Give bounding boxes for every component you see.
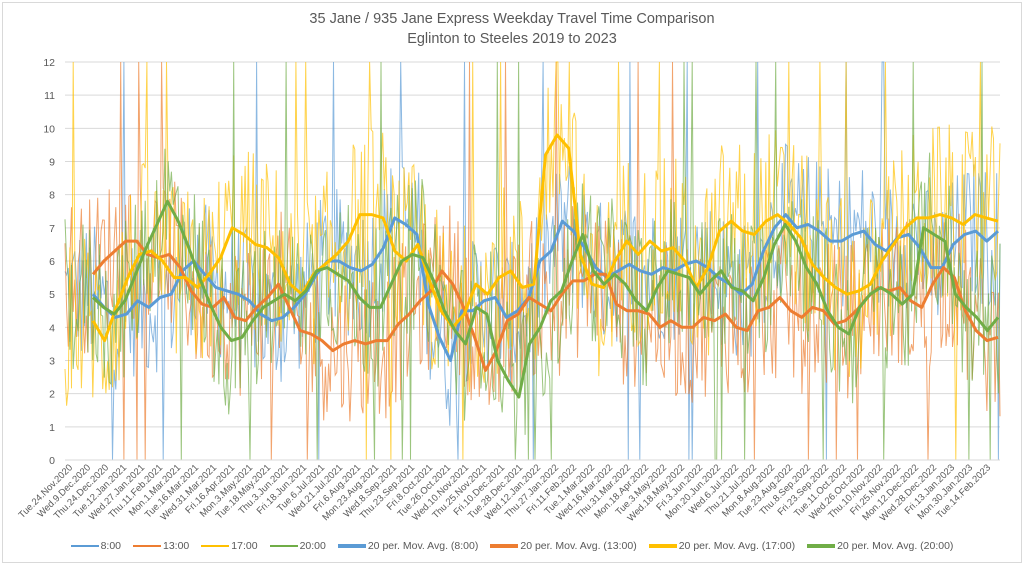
y-tick-label: 11: [44, 90, 55, 102]
legend-swatch: [807, 544, 836, 548]
legend-label: 13:00: [163, 540, 190, 552]
legend-item: 13:00: [133, 540, 189, 552]
series-line-raw-2000: [64, 61, 1001, 461]
legend-item: 8:00: [70, 540, 121, 552]
legend-label: 20 per. Mov. Avg. (13:00): [520, 540, 637, 552]
legend-swatch: [648, 544, 677, 548]
moving-average-series: [91, 133, 1000, 399]
legend-item: 20 per. Mov. Avg. (20:00): [807, 540, 953, 552]
legend-label: 17:00: [231, 540, 258, 552]
y-tick-label: 12: [43, 57, 55, 69]
legend-item: 20 per. Mov. Avg. (13:00): [490, 540, 637, 552]
y-tick-label: 5: [49, 289, 55, 301]
y-tick-label: 9: [49, 157, 55, 169]
legend-label: 20 per. Mov. Avg. (17:00): [678, 540, 796, 552]
series-line-moving-avg: [91, 133, 999, 343]
legend-swatch: [269, 545, 298, 547]
y-tick-label: 2: [49, 389, 55, 401]
legend-item: 20 per. Mov. Avg. (8:00): [337, 540, 479, 552]
legend-label: 8:00: [100, 540, 121, 552]
legend-swatch: [70, 545, 99, 547]
y-tick-label: 6: [49, 256, 55, 268]
chart-title: 35 Jane / 935 Jane Express Weekday Trave…: [309, 11, 715, 27]
y-tick-label: 0: [49, 455, 55, 467]
legend-swatch: [201, 545, 230, 547]
legend-swatch: [490, 544, 519, 548]
chart-legend: 8:00 13:00 17:00 20:00 20 per. Mov. Avg. (8:…: [0, 540, 1024, 552]
legend-label: 20 per. Mov. Avg. (8:00): [367, 540, 479, 552]
legend-item: 20:00: [269, 540, 326, 552]
chart-subtitle: Eglinton to Steeles 2019 to 2023: [407, 31, 617, 47]
legend-label: 20 per. Mov. Avg. (20:00): [837, 540, 954, 552]
x-axis-ticks: Tue.24.Nov.2020Wed.9.Dec.2020Thu.24.Dec.…: [17, 462, 994, 524]
series-line-moving-avg: [91, 213, 999, 362]
y-tick-label: 10: [43, 123, 55, 135]
y-tick-label: 1: [49, 422, 55, 434]
series-line-moving-avg: [91, 239, 999, 372]
legend-item: 20 per. Mov. Avg. (17:00): [648, 540, 796, 552]
series-line-moving-avg: [91, 199, 1000, 399]
legend-item: 17:00: [201, 540, 258, 552]
legend-swatch: [337, 544, 366, 548]
y-tick-label: 8: [49, 190, 55, 202]
y-tick-label: 3: [49, 356, 55, 368]
y-tick-label: 7: [49, 223, 55, 235]
y-tick-label: 4: [49, 322, 55, 334]
legend-swatch: [133, 545, 161, 547]
legend-label: 20:00: [299, 540, 326, 552]
